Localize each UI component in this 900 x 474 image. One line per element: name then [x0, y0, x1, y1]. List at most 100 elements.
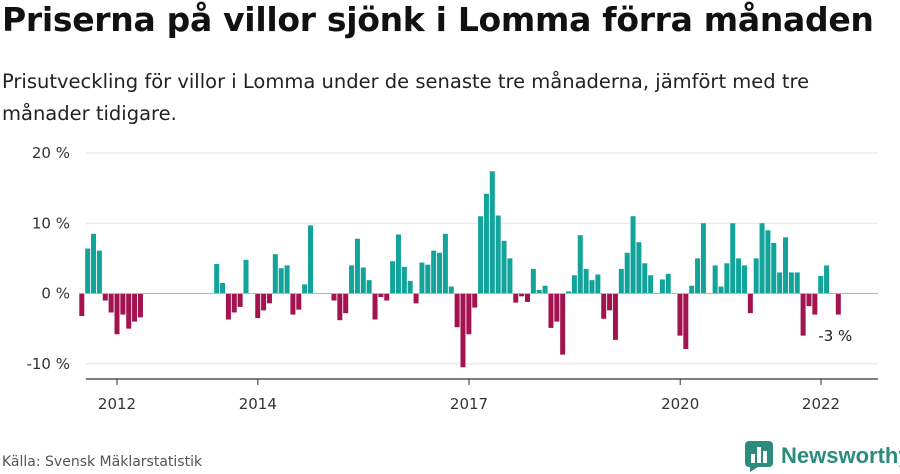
bar	[437, 252, 443, 294]
bar	[554, 293, 560, 322]
bar	[266, 293, 272, 304]
bar	[395, 234, 401, 294]
bar	[448, 286, 454, 294]
bar	[132, 293, 138, 322]
bar	[290, 293, 296, 315]
bar	[442, 233, 448, 294]
bar	[747, 293, 753, 314]
bar	[85, 248, 91, 294]
bar	[91, 233, 97, 294]
bar	[483, 193, 489, 294]
newsworthy-logo-icon	[745, 441, 773, 472]
bar	[495, 215, 501, 294]
bar	[425, 264, 431, 294]
bar	[700, 223, 706, 294]
bar	[231, 293, 237, 313]
bar	[302, 284, 308, 294]
bar	[566, 291, 572, 294]
bar	[577, 235, 583, 294]
brand-logo: Newsworthy	[744, 440, 900, 472]
bar	[765, 230, 771, 294]
bar	[630, 216, 636, 294]
bar	[536, 289, 542, 294]
bar	[243, 259, 249, 294]
bar	[255, 293, 261, 319]
brand-name: Newsworthy	[781, 443, 900, 468]
bar	[524, 293, 530, 302]
bar	[489, 171, 495, 294]
bar	[108, 293, 114, 313]
y-tick-label: -10 %	[26, 355, 70, 373]
bar	[378, 293, 384, 298]
source-note: Källa: Svensk Mäklarstatistik	[2, 454, 203, 470]
bar	[96, 250, 102, 294]
latest-value-label: -3 %	[818, 327, 852, 345]
bar	[354, 238, 360, 294]
bar	[360, 267, 366, 294]
bar	[665, 273, 671, 294]
bar	[237, 293, 243, 307]
bar	[659, 279, 665, 294]
bar	[788, 272, 794, 294]
bar	[513, 293, 519, 303]
bar	[812, 293, 818, 315]
chart-title: Priserna på villor sjönk i Lomma förra m…	[2, 0, 874, 39]
bar	[278, 268, 284, 294]
bar	[296, 293, 302, 310]
bar	[220, 282, 226, 294]
bar	[794, 272, 800, 294]
bar	[736, 258, 742, 294]
bar	[225, 293, 231, 320]
chart-subtitle: Prisutveckling för villor i Lomma under …	[2, 70, 810, 125]
bar	[102, 293, 108, 301]
bar	[401, 266, 407, 294]
bar	[79, 293, 85, 316]
bar	[771, 242, 777, 294]
bar	[607, 293, 613, 311]
bar	[530, 268, 536, 294]
bar	[137, 293, 143, 318]
bar	[407, 280, 413, 294]
bar	[595, 274, 601, 294]
bar	[454, 293, 460, 328]
bar	[730, 223, 736, 294]
bar	[337, 293, 343, 321]
bar	[777, 272, 783, 294]
bar	[331, 293, 337, 301]
bar	[501, 240, 507, 294]
bar	[507, 258, 513, 294]
bar	[636, 242, 642, 294]
bar	[677, 293, 683, 336]
bar	[724, 263, 730, 294]
bar	[712, 265, 718, 294]
bar	[126, 293, 132, 329]
bar	[800, 293, 806, 336]
x-tick-label: 2014	[239, 395, 277, 413]
bar	[583, 268, 589, 294]
bar	[618, 268, 624, 294]
y-tick-label: 10 %	[32, 214, 70, 232]
bar	[560, 293, 566, 355]
bar	[835, 293, 841, 315]
bar	[308, 225, 314, 294]
bar	[366, 280, 372, 294]
bar	[349, 265, 355, 294]
bar	[601, 293, 607, 319]
bar	[695, 258, 701, 294]
bar	[384, 293, 390, 301]
bar	[542, 285, 548, 294]
bar	[284, 265, 290, 294]
bar	[571, 275, 577, 294]
bar	[759, 223, 765, 294]
bar	[460, 293, 466, 368]
x-tick-label: 2017	[450, 395, 488, 413]
bar	[818, 275, 824, 294]
bar	[648, 275, 654, 294]
bar	[642, 263, 648, 294]
y-tick-label: 20 %	[32, 144, 70, 162]
bar	[419, 262, 425, 294]
bar	[624, 252, 630, 294]
bar	[390, 261, 396, 294]
x-tick-label: 2020	[661, 395, 699, 413]
